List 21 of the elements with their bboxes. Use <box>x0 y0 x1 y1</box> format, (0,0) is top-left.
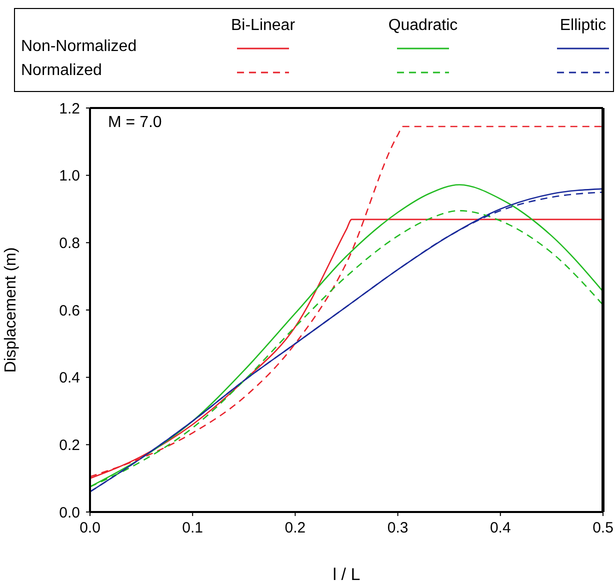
y-tick-label: 0.6 <box>59 302 80 320</box>
y-tick-label: 1.2 <box>59 100 80 118</box>
x-tick-label: 0.4 <box>490 520 511 537</box>
x-axis-title: l / L <box>332 565 360 582</box>
text: Non-Normalized <box>21 38 137 56</box>
x-tick-label: 0.0 <box>80 520 100 537</box>
y-tick-label: 0.8 <box>59 234 80 252</box>
text: Quadratic <box>387 17 459 35</box>
x-tick-label: 0.1 <box>182 520 204 537</box>
y-tick-label: 0.2 <box>59 436 80 454</box>
text: Bi-Linear <box>230 17 296 35</box>
annotation: M = 7.0 <box>108 114 162 132</box>
y-tick-label: 1.0 <box>59 168 80 185</box>
y-axis-title: Displacement (m) <box>2 247 20 373</box>
text: Normalized <box>21 62 102 80</box>
x-tick-label: 0.3 <box>387 520 408 537</box>
x-tick-label: 0.5 <box>592 520 614 537</box>
x-tick-label: 0.2 <box>284 520 306 537</box>
text: Elliptic <box>558 17 608 35</box>
y-tick-label: 0.4 <box>59 370 80 387</box>
y-tick-label: 0.0 <box>59 504 80 522</box>
